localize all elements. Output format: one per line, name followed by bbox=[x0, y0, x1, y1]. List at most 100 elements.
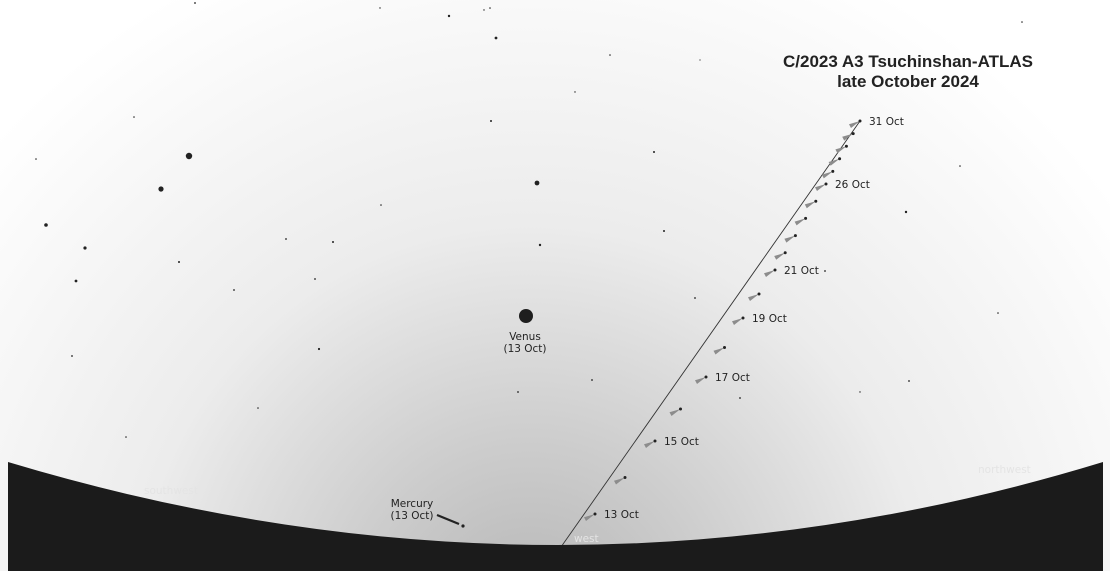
comet-head bbox=[838, 157, 842, 161]
comet-position-14 bbox=[614, 476, 627, 485]
star bbox=[959, 165, 961, 167]
star bbox=[257, 407, 259, 409]
comet-position-30 bbox=[842, 132, 855, 141]
comet-position-20 bbox=[748, 292, 761, 301]
star bbox=[447, 14, 451, 18]
star bbox=[44, 223, 48, 227]
comet-head bbox=[593, 512, 597, 516]
mercury-dot bbox=[461, 524, 465, 528]
star bbox=[285, 238, 287, 240]
comet-head bbox=[831, 169, 835, 173]
star bbox=[517, 391, 519, 393]
star bbox=[185, 152, 193, 160]
comet-position-23 bbox=[784, 234, 797, 243]
comet-tail bbox=[614, 477, 625, 485]
comet-position-15 bbox=[644, 439, 657, 448]
star bbox=[490, 120, 492, 122]
comet-tail bbox=[821, 171, 833, 179]
star bbox=[489, 7, 491, 9]
comet-head bbox=[679, 407, 682, 411]
star bbox=[609, 54, 611, 56]
comet-head bbox=[824, 182, 828, 186]
comet-head bbox=[851, 132, 855, 136]
comet-tail bbox=[669, 409, 681, 416]
comet-position-18 bbox=[713, 346, 726, 355]
star bbox=[233, 289, 235, 291]
comet-date-label: 31 Oct bbox=[869, 116, 904, 128]
star bbox=[859, 391, 861, 393]
comet-tail bbox=[584, 514, 595, 521]
comet-tail bbox=[732, 318, 743, 325]
direction-west: west bbox=[574, 533, 599, 545]
star bbox=[71, 355, 73, 357]
comet-head bbox=[704, 375, 708, 379]
star bbox=[694, 297, 696, 299]
comet-position-19 bbox=[732, 316, 745, 325]
comet-head bbox=[741, 316, 745, 320]
comet-tail bbox=[849, 121, 860, 128]
comet-position-22 bbox=[774, 251, 787, 260]
comet-position-13 bbox=[584, 512, 597, 521]
star-field bbox=[35, 2, 1023, 438]
comet-position-31 bbox=[849, 119, 862, 128]
star bbox=[332, 241, 334, 243]
star bbox=[380, 204, 382, 206]
star bbox=[317, 347, 321, 351]
star bbox=[1021, 21, 1023, 23]
comet-head bbox=[858, 119, 862, 123]
direction-southwest: southwest bbox=[144, 485, 198, 497]
star bbox=[194, 2, 196, 4]
star bbox=[158, 186, 164, 192]
comet-tail bbox=[784, 235, 796, 243]
star bbox=[534, 180, 540, 186]
ground bbox=[8, 462, 1103, 571]
star bbox=[538, 243, 542, 247]
comet-date-label: 17 Oct bbox=[715, 372, 750, 384]
comet-position-21 bbox=[764, 268, 777, 277]
mercury-pointer bbox=[436, 513, 460, 526]
star bbox=[824, 270, 826, 272]
comet-tail bbox=[815, 184, 826, 191]
star bbox=[133, 116, 135, 118]
star bbox=[83, 246, 87, 250]
comet-date-label: 19 Oct bbox=[752, 313, 787, 325]
comet-position-28 bbox=[828, 157, 842, 166]
star bbox=[997, 312, 999, 314]
chart-subtitle: late October 2024 bbox=[837, 72, 979, 91]
star bbox=[663, 230, 665, 232]
star bbox=[35, 158, 37, 160]
venus-date-label: (13 Oct) bbox=[503, 343, 547, 355]
comet-positions bbox=[584, 119, 862, 521]
comet-position-24 bbox=[794, 216, 808, 226]
comet-position-16 bbox=[669, 407, 682, 416]
comet-head bbox=[783, 251, 787, 255]
comet-head bbox=[623, 476, 627, 479]
comet-position-27 bbox=[821, 169, 835, 179]
comet-tail bbox=[828, 158, 840, 166]
star bbox=[653, 151, 655, 153]
comet-head bbox=[653, 439, 657, 443]
direction-northwest: northwest bbox=[978, 464, 1031, 476]
comet-position-29 bbox=[835, 144, 848, 154]
star bbox=[74, 279, 78, 283]
star bbox=[591, 379, 593, 381]
comet-tail bbox=[713, 347, 725, 355]
comet-tail bbox=[804, 201, 816, 209]
comet-tail bbox=[835, 146, 847, 154]
comet-position-26 bbox=[815, 182, 828, 191]
star bbox=[379, 7, 381, 9]
comet-date-label: 21 Oct bbox=[784, 265, 819, 277]
comet-head bbox=[723, 346, 726, 349]
star bbox=[125, 436, 127, 438]
comet-tail bbox=[748, 294, 759, 301]
comet-tail bbox=[794, 218, 806, 226]
comet-date-label: 13 Oct bbox=[604, 509, 639, 521]
star bbox=[574, 91, 576, 93]
mercury-label: Mercury bbox=[390, 498, 434, 510]
comet-date-label: 15 Oct bbox=[664, 436, 699, 448]
comet-track-line bbox=[560, 120, 861, 548]
star bbox=[739, 397, 741, 399]
